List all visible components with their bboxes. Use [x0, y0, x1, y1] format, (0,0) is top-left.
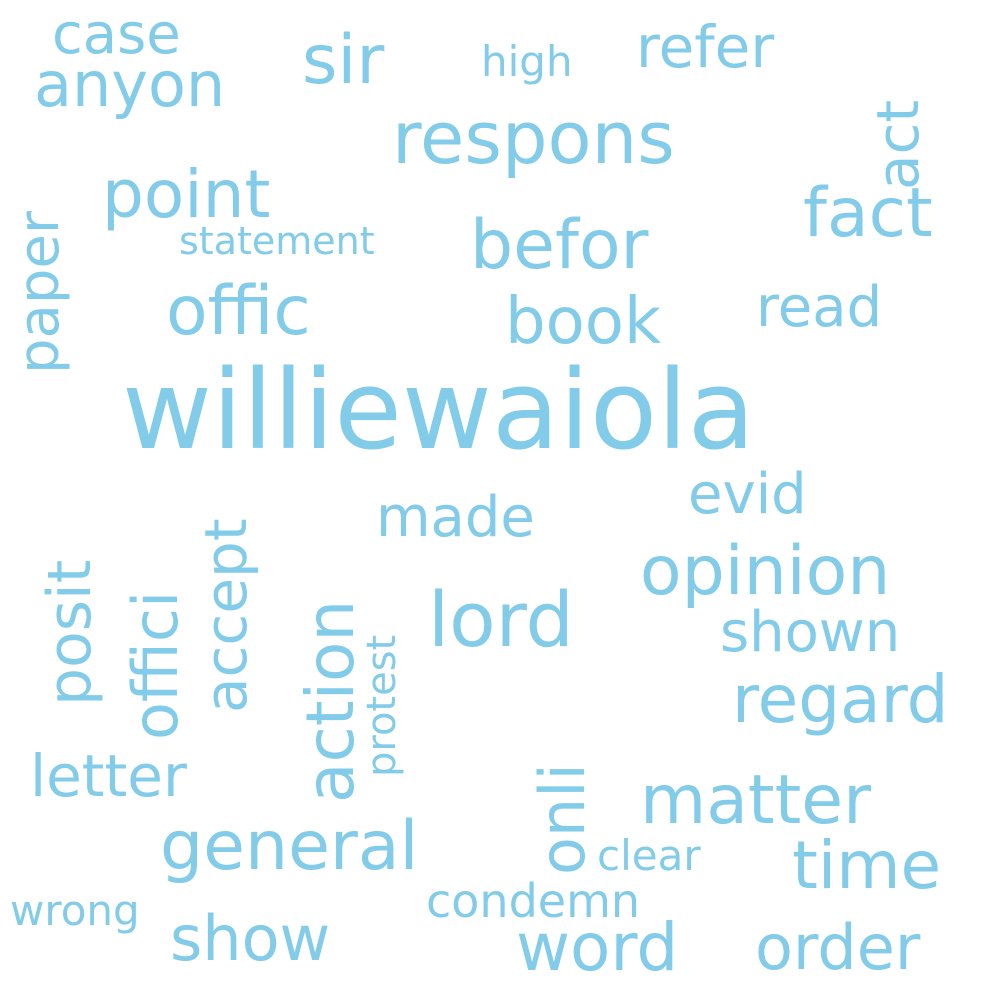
word-williewaiola: williewaiola	[122, 346, 756, 474]
word-posit: posit	[35, 559, 105, 706]
word-matter: matter	[640, 761, 872, 840]
word-point: point	[102, 156, 271, 233]
word-wrong: wrong	[10, 886, 140, 935]
word-statement: statement	[179, 219, 375, 263]
word-clear: clear	[597, 831, 701, 880]
word-offic: offic	[166, 272, 311, 351]
word-regard: regard	[732, 661, 949, 738]
word-word: word	[516, 909, 679, 986]
word-shown: shown	[720, 600, 901, 665]
word-general: general	[160, 807, 419, 886]
word-onli: onli	[526, 763, 599, 875]
word-letter: letter	[30, 742, 187, 810]
word-read: read	[756, 275, 883, 340]
word-sir: sir	[302, 21, 385, 100]
word-opinion: opinion	[640, 532, 891, 611]
word-offici: offici	[119, 590, 192, 740]
word-high: high	[481, 37, 573, 86]
word-fact: fact	[803, 174, 933, 253]
word-refer: refer	[636, 13, 775, 81]
word-time: time	[792, 827, 942, 904]
word-act: act	[864, 99, 932, 190]
word-condemn: condemn	[426, 874, 641, 928]
word-evid: evid	[688, 462, 807, 527]
word-case: case	[52, 2, 181, 67]
word-lord: lord	[428, 575, 574, 664]
word-order: order	[755, 911, 921, 984]
word-protest: protest	[359, 634, 405, 777]
word-anyon: anyon	[34, 48, 226, 121]
word-respons: respons	[392, 96, 675, 180]
word-show: show	[170, 902, 331, 975]
word-befor: befor	[470, 206, 649, 285]
word-action: action	[292, 599, 369, 803]
word-paper: paper	[7, 211, 72, 374]
word-accept: accept	[192, 518, 260, 713]
word-made: made	[376, 485, 535, 550]
word-book: book	[505, 285, 661, 359]
